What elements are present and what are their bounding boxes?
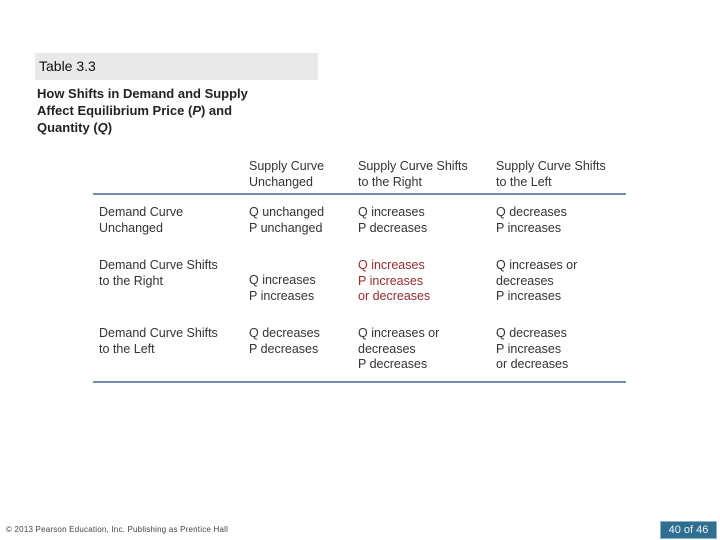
column-header-line: Supply Curve Shifts xyxy=(496,159,606,173)
column-header-line: to the Left xyxy=(496,174,552,189)
cell-line: decreases xyxy=(496,273,554,288)
cell-line: Q increases xyxy=(249,273,316,287)
table-cell: Q increases or decreases P increases xyxy=(496,258,577,305)
column-header-line: Supply Curve Shifts xyxy=(358,159,468,173)
cell-line: P increases xyxy=(249,288,315,303)
column-header-supply-right: Supply Curve Shifts to the Right xyxy=(358,159,468,190)
table-caption: How Shifts in Demand and Supply Affect E… xyxy=(37,85,297,136)
copyright-footer: © 2013 Pearson Education, Inc. Publishin… xyxy=(6,525,229,534)
slide-page-indicator: 40 of 46 xyxy=(660,521,717,539)
column-header-line: Supply Curve xyxy=(249,159,325,173)
row-header-demand-left: Demand Curve Shifts to the Left xyxy=(99,326,218,357)
row-header-line: Demand Curve Shifts xyxy=(99,326,218,340)
table-cell: Q increases P decreases xyxy=(358,205,427,236)
table-cell: Q increases P increases xyxy=(249,273,316,304)
row-header-line: to the Right xyxy=(99,273,163,288)
column-header-supply-unchanged: Supply Curve Unchanged xyxy=(249,159,324,190)
caption-line-3-post: ) xyxy=(107,120,113,135)
row-header-demand-unchanged: Demand Curve Unchanged xyxy=(99,205,183,236)
cell-line: P unchanged xyxy=(249,220,323,235)
caption-q-symbol: Q xyxy=(97,120,108,135)
table-bottom-rule xyxy=(93,381,626,383)
table-cell: Q increases P increases or decreases xyxy=(358,258,430,305)
cell-line: P increases xyxy=(496,289,562,303)
table-cell: Q unchanged P unchanged xyxy=(249,205,324,236)
cell-line: P increases xyxy=(496,220,562,235)
row-header-line: to the Left xyxy=(99,341,155,356)
table-label-box: Table 3.3 xyxy=(35,53,318,80)
cell-line: Q increases or xyxy=(496,258,578,272)
cell-line: Q decreases xyxy=(496,326,567,340)
column-header-line: Unchanged xyxy=(249,174,313,189)
row-header-line: Demand Curve Shifts xyxy=(99,258,218,272)
cell-line: decreases xyxy=(358,341,416,356)
cell-line: P increases xyxy=(358,273,424,288)
caption-line-3-pre: Quantity ( xyxy=(37,120,98,135)
cell-line: P decreases xyxy=(358,220,428,235)
column-header-supply-left: Supply Curve Shifts to the Left xyxy=(496,159,606,190)
cell-line: P increases xyxy=(496,341,562,356)
cell-line: P decreases xyxy=(358,357,428,371)
cell-line: Q increases xyxy=(358,205,425,219)
caption-line-2-post: ) and xyxy=(200,103,233,118)
cell-line: or decreases xyxy=(358,289,431,303)
row-header-demand-right: Demand Curve Shifts to the Right xyxy=(99,258,218,289)
table-top-rule xyxy=(93,193,626,195)
column-header-line: to the Right xyxy=(358,174,422,189)
cell-line: Q increases xyxy=(358,258,425,272)
cell-line: Q increases or xyxy=(358,326,440,340)
caption-line-3: Quantity (Q) xyxy=(37,119,297,136)
cell-line: P decreases xyxy=(249,341,319,356)
cell-line: Q unchanged xyxy=(249,205,325,219)
table-cell: Q increases or decreases P decreases xyxy=(358,326,439,373)
row-header-line: Demand Curve xyxy=(99,205,184,219)
table-cell: Q decreases P decreases xyxy=(249,326,320,357)
caption-p-symbol: P xyxy=(192,103,201,118)
caption-line-2: Affect Equilibrium Price (P) and xyxy=(37,102,297,119)
table-label: Table 3.3 xyxy=(39,58,96,74)
table-cell: Q decreases P increases or decreases xyxy=(496,326,568,373)
cell-line: or decreases xyxy=(496,357,569,371)
cell-line: Q decreases xyxy=(249,326,320,340)
caption-line-2-pre: Affect Equilibrium Price ( xyxy=(37,103,193,118)
caption-line-1: How Shifts in Demand and Supply xyxy=(37,86,248,101)
cell-line: Q decreases xyxy=(496,205,567,219)
row-header-line: Unchanged xyxy=(99,220,163,235)
table-cell: Q decreases P increases xyxy=(496,205,567,236)
